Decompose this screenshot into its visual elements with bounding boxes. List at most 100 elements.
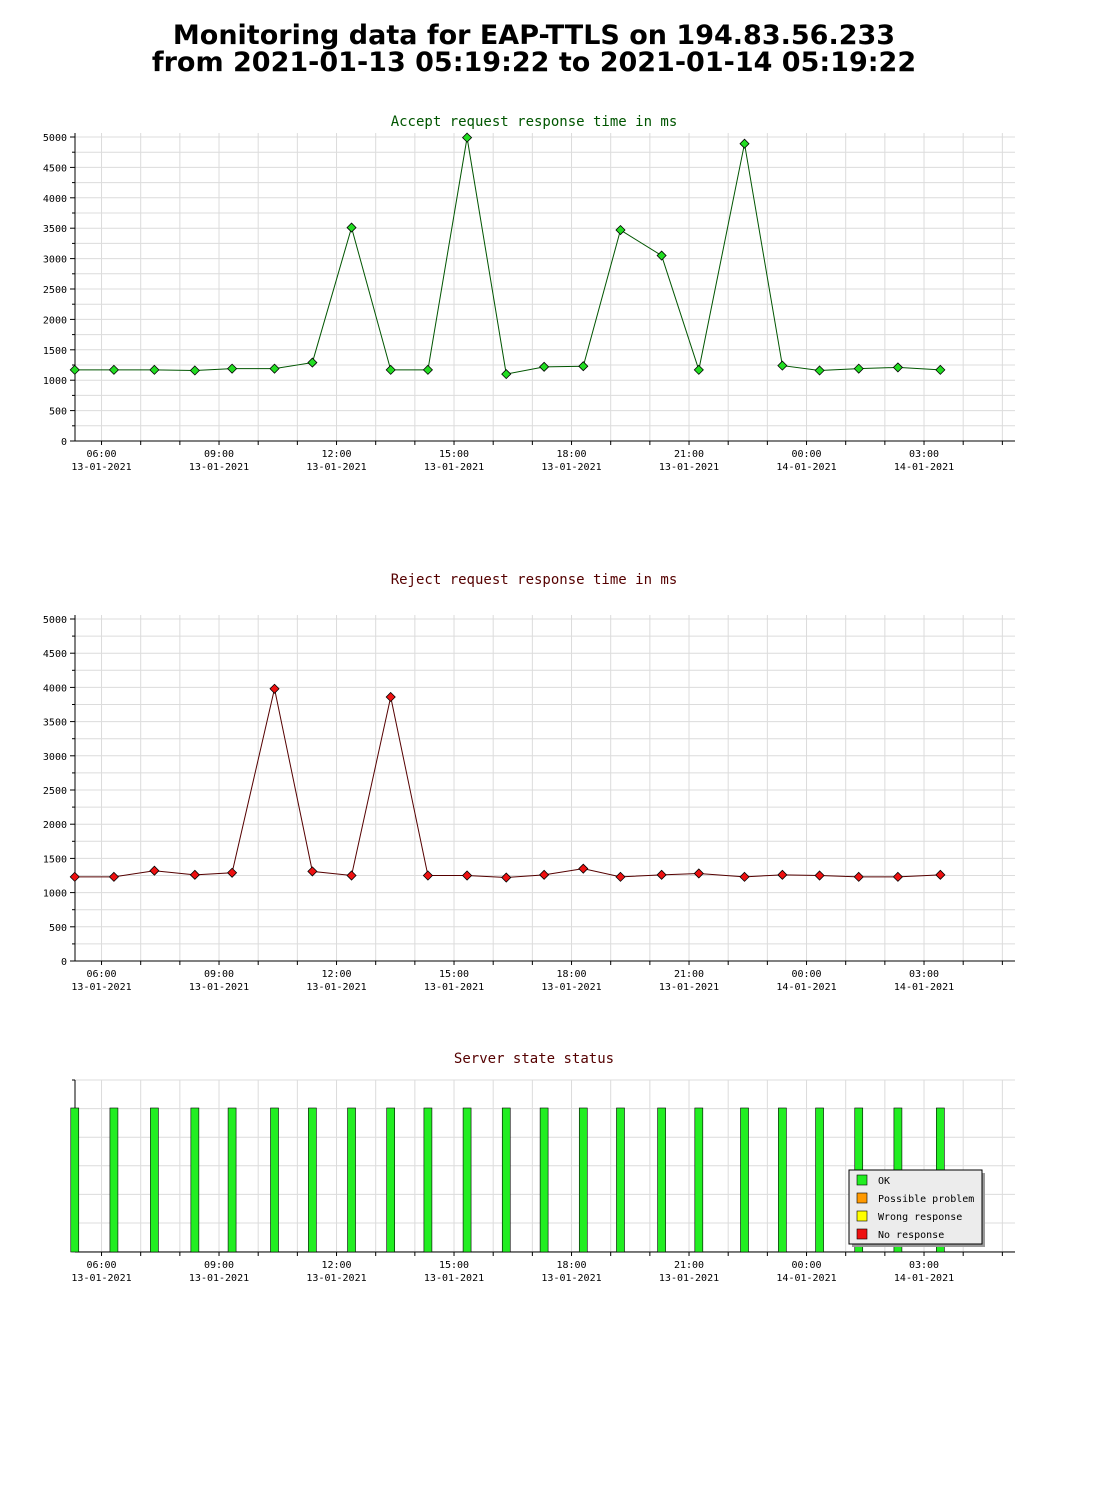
y-tick-label: 5000 bbox=[43, 615, 67, 626]
status-bar bbox=[501, 1107, 511, 1253]
data-point bbox=[69, 364, 80, 375]
legend-swatch bbox=[856, 1228, 868, 1240]
data-point bbox=[462, 870, 473, 881]
series-line bbox=[74, 137, 941, 375]
status-bar bbox=[740, 1107, 749, 1253]
x-tick-label-date: 13-01-2021 bbox=[541, 1273, 601, 1284]
y-tick-label: 500 bbox=[49, 407, 67, 418]
status-bar bbox=[70, 1107, 80, 1253]
series-line bbox=[74, 688, 941, 879]
data-point bbox=[385, 364, 396, 375]
chart-title: Accept request response time in ms bbox=[391, 114, 678, 130]
x-tick-label-time: 03:00 bbox=[909, 449, 939, 460]
legend-swatch bbox=[856, 1210, 868, 1222]
x-tick-label-date: 13-01-2021 bbox=[659, 982, 719, 993]
x-tick-label-time: 03:00 bbox=[909, 969, 939, 980]
x-tick-label-time: 12:00 bbox=[321, 1260, 351, 1271]
y-tick-label: 2500 bbox=[43, 786, 67, 797]
y-tick-label: 2000 bbox=[43, 315, 67, 326]
x-tick-label-date: 13-01-2021 bbox=[424, 1273, 484, 1284]
data-point bbox=[739, 871, 750, 882]
status-bar bbox=[694, 1107, 704, 1253]
x-tick-label-date: 14-01-2021 bbox=[894, 462, 954, 473]
status-bar bbox=[347, 1107, 356, 1253]
status-bar bbox=[190, 1107, 200, 1253]
page-title-line-1: Monitoring data for EAP-TTLS on 194.83.5… bbox=[172, 20, 896, 51]
y-tick-label: 1000 bbox=[43, 889, 67, 900]
data-point bbox=[615, 871, 626, 882]
y-tick-label: 3000 bbox=[43, 752, 67, 763]
status-bar bbox=[227, 1107, 237, 1253]
data-point bbox=[814, 365, 825, 376]
x-tick-label-time: 18:00 bbox=[556, 969, 586, 980]
chart-title: Reject request response time in ms bbox=[391, 572, 678, 588]
x-tick-label-time: 18:00 bbox=[556, 449, 586, 460]
reject-response-chart: Reject request response time in ms 0 500 10… bbox=[43, 572, 1015, 993]
data-point bbox=[578, 863, 589, 874]
y-tick-label: 1500 bbox=[43, 346, 67, 357]
data-point bbox=[108, 364, 119, 375]
data-point bbox=[69, 871, 80, 882]
data-point bbox=[578, 361, 589, 372]
legend-swatch bbox=[856, 1174, 868, 1186]
data-point bbox=[422, 870, 433, 881]
data-point bbox=[777, 360, 788, 371]
y-tick-label: 1500 bbox=[43, 854, 67, 865]
x-tick-label-date: 13-01-2021 bbox=[424, 982, 484, 993]
data-point bbox=[227, 867, 238, 878]
y-tick-label: 4000 bbox=[43, 683, 67, 694]
data-point bbox=[935, 364, 946, 375]
y-tick-label: 4000 bbox=[43, 194, 67, 205]
y-tick-label: 3500 bbox=[43, 224, 67, 235]
status-bar bbox=[657, 1107, 666, 1253]
data-point bbox=[615, 224, 626, 236]
x-tick-label-time: 06:00 bbox=[86, 449, 116, 460]
x-tick-label-time: 15:00 bbox=[439, 969, 469, 980]
data-point bbox=[149, 865, 160, 876]
data-point bbox=[307, 866, 318, 877]
chart-title: Server state status bbox=[454, 1051, 614, 1067]
data-point bbox=[189, 869, 200, 880]
data-point bbox=[739, 138, 750, 149]
x-tick-label-time: 00:00 bbox=[791, 969, 821, 980]
x-tick-label-time: 09:00 bbox=[204, 1260, 234, 1271]
y-tick-label: 0 bbox=[61, 957, 67, 968]
y-tick-label: 2500 bbox=[43, 285, 67, 296]
y-tick-label: 2000 bbox=[43, 820, 67, 831]
status-bar bbox=[815, 1107, 824, 1253]
legend-label: No response bbox=[878, 1230, 944, 1241]
page-title: Monitoring data for EAP-TTLS on 194.83.5… bbox=[0, 22, 1068, 76]
data-point bbox=[307, 357, 318, 368]
x-tick-label-date: 13-01-2021 bbox=[189, 982, 249, 993]
data-point bbox=[777, 869, 788, 880]
x-tick-label-date: 13-01-2021 bbox=[189, 1273, 249, 1284]
y-tick-label: 3500 bbox=[43, 718, 67, 729]
y-tick-label: 500 bbox=[49, 923, 67, 934]
data-point bbox=[693, 364, 704, 375]
x-tick-label-date: 14-01-2021 bbox=[894, 1273, 954, 1284]
x-tick-label-date: 13-01-2021 bbox=[71, 982, 131, 993]
legend-label: Possible problem bbox=[878, 1194, 974, 1205]
x-tick-label-date: 13-01-2021 bbox=[659, 462, 719, 473]
x-tick-label-date: 13-01-2021 bbox=[306, 1273, 366, 1284]
x-tick-label-date: 13-01-2021 bbox=[189, 462, 249, 473]
accept-response-chart: Accept request response time in ms 0 500 10… bbox=[43, 114, 1015, 473]
data-point bbox=[539, 361, 550, 372]
data-point bbox=[385, 691, 396, 703]
status-bar bbox=[423, 1107, 433, 1253]
data-point bbox=[501, 369, 512, 380]
x-tick-label-time: 06:00 bbox=[86, 1260, 116, 1271]
x-tick-label-time: 00:00 bbox=[791, 1260, 821, 1271]
data-point bbox=[422, 364, 433, 375]
data-point bbox=[935, 869, 946, 880]
x-tick-label-time: 12:00 bbox=[321, 969, 351, 980]
data-point bbox=[656, 869, 667, 880]
x-tick-label-time: 03:00 bbox=[909, 1260, 939, 1271]
status-bar bbox=[462, 1107, 472, 1253]
x-tick-label-date: 13-01-2021 bbox=[306, 462, 366, 473]
data-point bbox=[853, 363, 864, 374]
x-tick-label-date: 14-01-2021 bbox=[776, 982, 836, 993]
status-bar bbox=[778, 1107, 787, 1253]
legend-swatch bbox=[856, 1192, 868, 1204]
